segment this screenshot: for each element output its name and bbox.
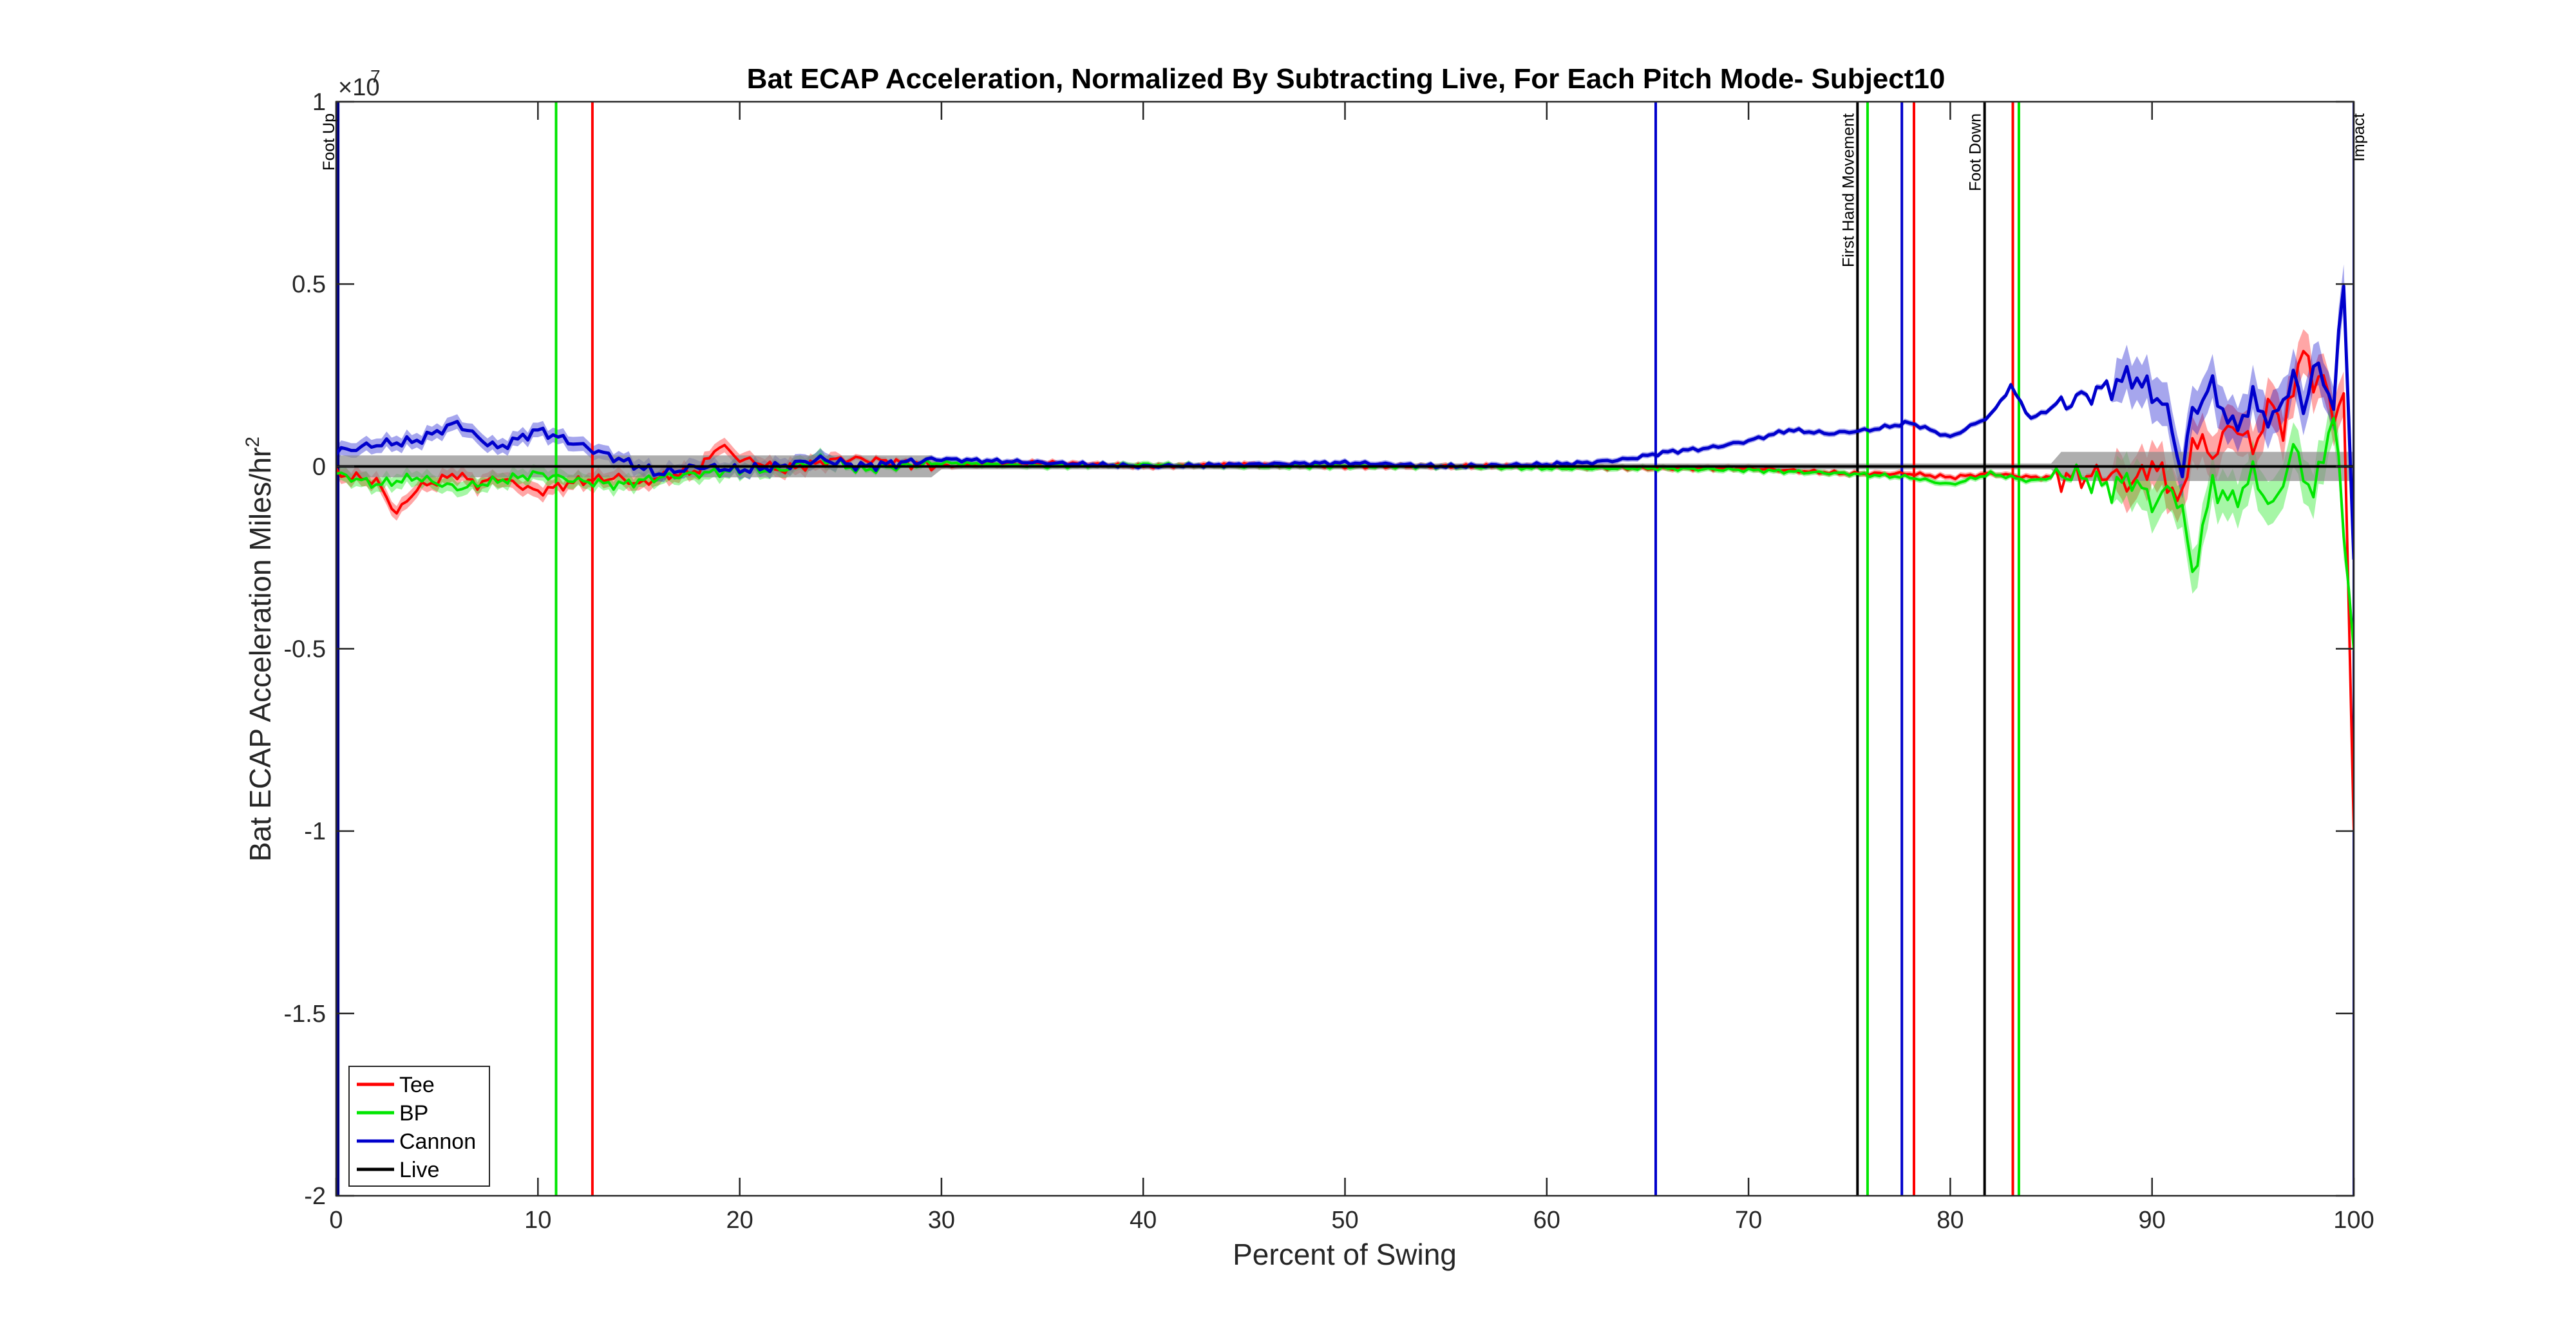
- legend-box: [348, 1066, 490, 1187]
- y-tick-label: -0.5: [284, 636, 326, 663]
- series-line-cannon: [336, 284, 2354, 560]
- y-exponent-power: 7: [370, 66, 381, 86]
- event-label-foot-down: Foot Down: [1967, 113, 1985, 191]
- y-tick-label: 0.5: [292, 271, 326, 298]
- plot-area-background: [336, 102, 2354, 1196]
- y-tick-label: 0: [312, 453, 326, 480]
- event-label-impact: Impact: [2350, 113, 2368, 162]
- legend-label-cannon: Cannon: [399, 1129, 476, 1154]
- y-axis-label-group: Bat ECAP Acceleration Miles/hr2: [242, 437, 277, 862]
- x-tick-label: 40: [1130, 1207, 1157, 1234]
- legend-label-tee: Tee: [399, 1073, 435, 1097]
- x-tick-label: 70: [1735, 1207, 1762, 1234]
- band-tee: [336, 329, 2354, 833]
- x-tick-label: 0: [329, 1207, 343, 1234]
- svg-text:Bat ECAP Acceleration Miles/hr: Bat ECAP Acceleration Miles/hr2: [242, 437, 277, 862]
- x-tick-label: 90: [2139, 1207, 2166, 1234]
- x-tick-label: 30: [928, 1207, 955, 1234]
- legend-label-bp: BP: [399, 1101, 428, 1126]
- y-tick-label: 1: [312, 89, 326, 116]
- y-tick-label: -1: [304, 818, 326, 845]
- y-axis-label-superscript: 2: [242, 437, 263, 448]
- chart-title: Bat ECAP Acceleration, Normalized By Sub…: [747, 63, 1946, 95]
- y-axis-ticks: -2 -1.5 -1 -0.5 0 0.5 1: [284, 89, 2354, 1210]
- y-axis-label: Bat ECAP Acceleration Miles/hr: [243, 448, 277, 862]
- legend: Tee BP Cannon Live: [348, 1066, 490, 1187]
- x-tick-label: 100: [2333, 1207, 2374, 1234]
- x-tick-label: 10: [524, 1207, 551, 1234]
- y-tick-label: -1.5: [284, 1001, 326, 1028]
- event-label-first-hand-movement: First Hand Movement: [1839, 113, 1857, 267]
- event-labels: Foot Up First Hand Movement Foot Down Impac…: [320, 113, 2368, 267]
- y-tick-label: -2: [304, 1183, 326, 1210]
- legend-label-live: Live: [399, 1158, 439, 1182]
- x-tick-label: 20: [726, 1207, 753, 1234]
- x-tick-label: 60: [1533, 1207, 1560, 1234]
- y-exponent-base: ×10: [338, 74, 379, 101]
- x-axis-label: Percent of Swing: [1233, 1238, 1457, 1271]
- event-label-foot-up: Foot Up: [320, 113, 338, 171]
- x-tick-label: 50: [1331, 1207, 1358, 1234]
- x-axis-ticks: 0 10 20 30 40 50 60 70 80 90 100: [329, 102, 2374, 1234]
- series-lines: [336, 284, 2354, 830]
- x-tick-label: 80: [1937, 1207, 1964, 1234]
